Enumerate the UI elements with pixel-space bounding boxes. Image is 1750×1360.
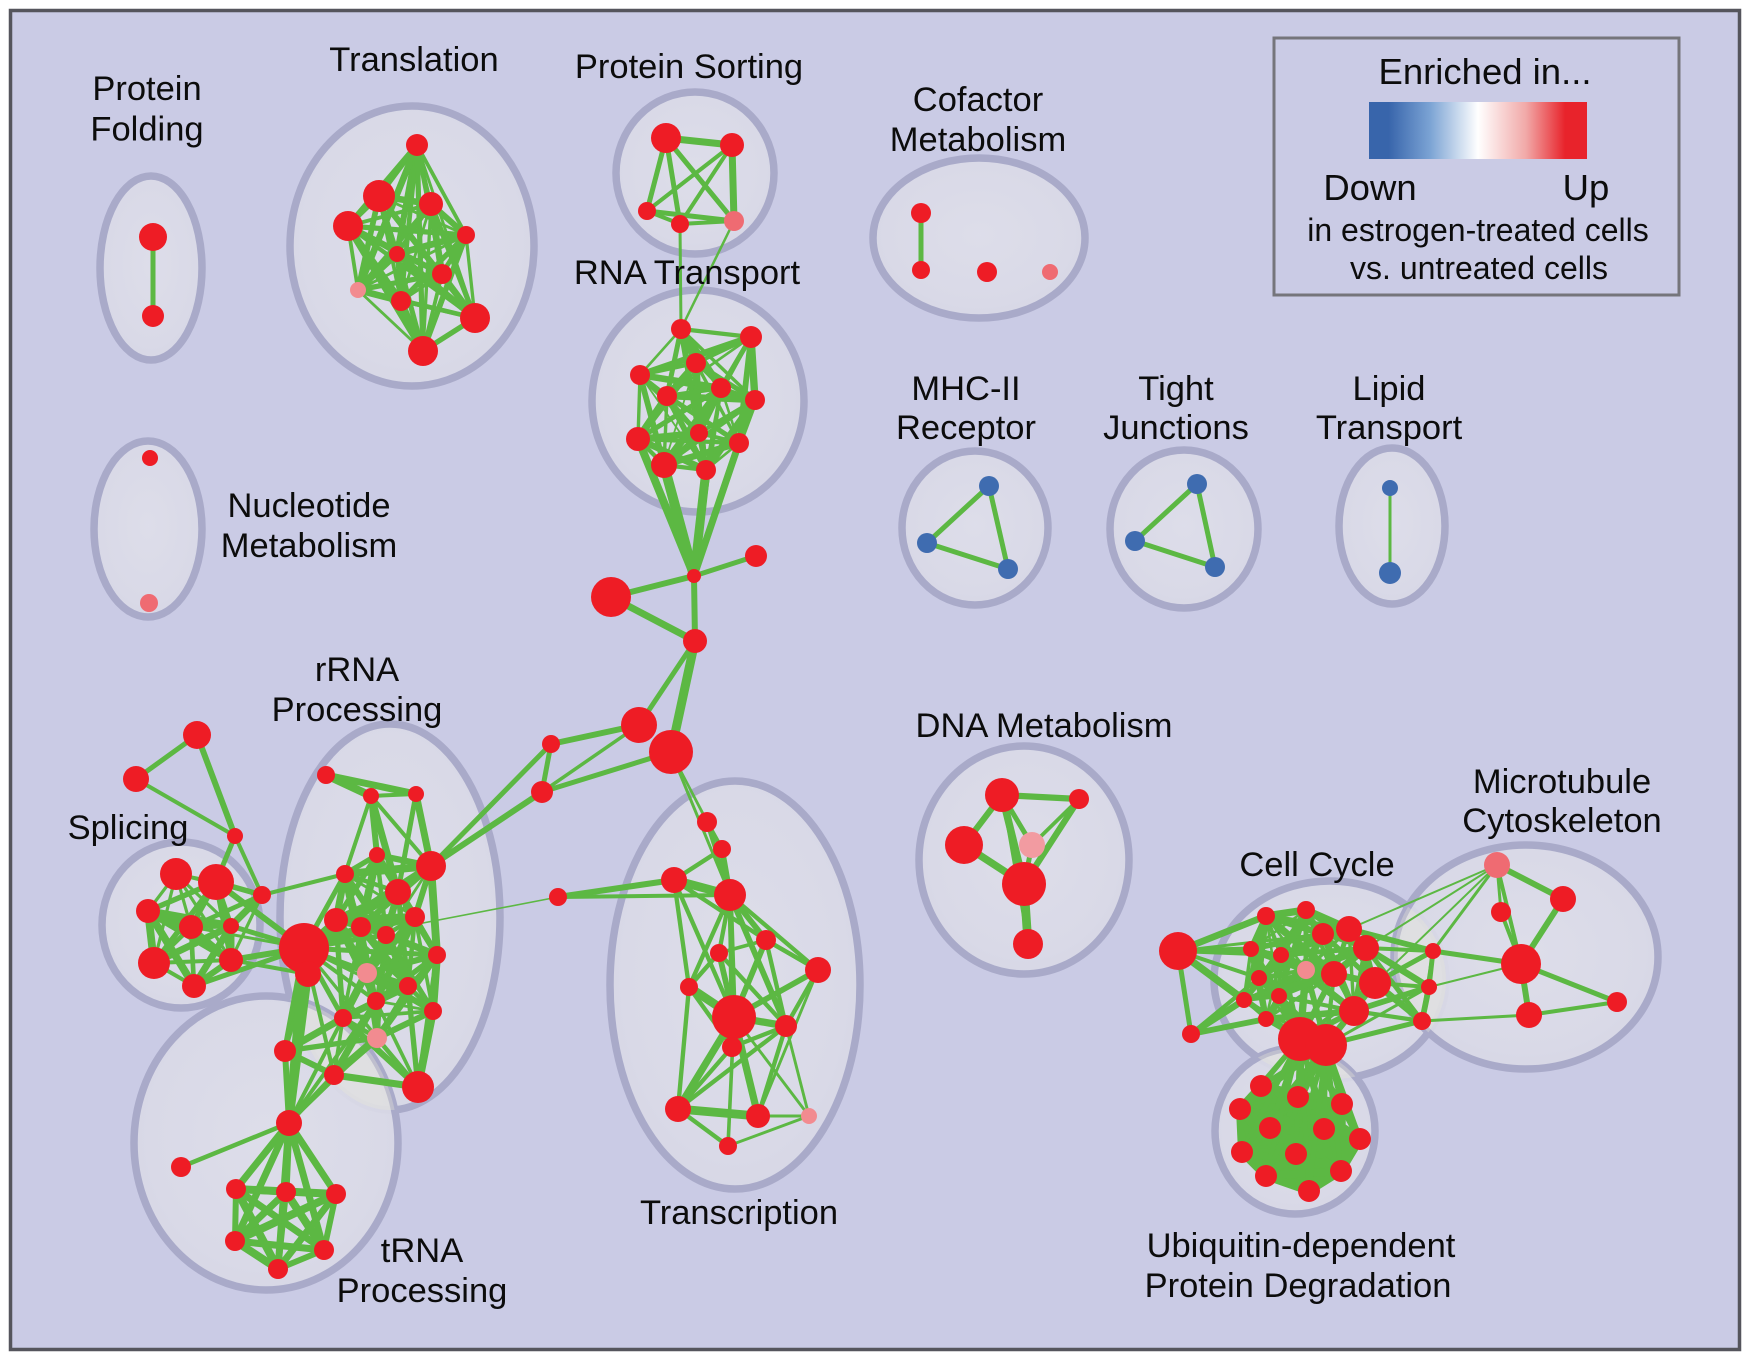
svg-text:Processing: Processing xyxy=(272,691,443,729)
svg-text:Ubiquitin-dependent: Ubiquitin-dependent xyxy=(1147,1227,1456,1265)
svg-text:Tight: Tight xyxy=(1138,370,1214,408)
svg-text:Receptor: Receptor xyxy=(896,409,1036,447)
svg-text:Protein Sorting: Protein Sorting xyxy=(575,48,803,86)
svg-text:Splicing: Splicing xyxy=(68,809,189,847)
svg-text:tRNA: tRNA xyxy=(381,1232,463,1270)
svg-text:Transcription: Transcription xyxy=(640,1194,838,1232)
svg-text:Enriched in...: Enriched in... xyxy=(1378,51,1591,92)
svg-text:Protein Degradation: Protein Degradation xyxy=(1145,1267,1452,1305)
svg-text:DNA Metabolism: DNA Metabolism xyxy=(916,707,1173,745)
svg-text:Cell Cycle: Cell Cycle xyxy=(1239,846,1394,884)
svg-text:in estrogen-treated cells: in estrogen-treated cells xyxy=(1307,212,1649,248)
svg-text:Microtubule: Microtubule xyxy=(1473,763,1651,801)
svg-text:MHC-II: MHC-II xyxy=(911,370,1020,408)
svg-text:vs. untreated cells: vs. untreated cells xyxy=(1350,250,1608,286)
svg-text:Translation: Translation xyxy=(329,41,498,79)
svg-text:Up: Up xyxy=(1563,167,1610,208)
svg-text:Folding: Folding xyxy=(90,111,203,149)
svg-text:Transport: Transport xyxy=(1316,409,1463,447)
svg-text:Nucleotide: Nucleotide xyxy=(227,487,390,525)
svg-text:rRNA: rRNA xyxy=(315,651,399,689)
svg-text:RNA Transport: RNA Transport xyxy=(574,254,801,292)
svg-text:Processing: Processing xyxy=(337,1272,508,1310)
svg-text:Cofactor: Cofactor xyxy=(913,81,1043,119)
svg-text:Junctions: Junctions xyxy=(1103,409,1249,447)
svg-text:Protein: Protein xyxy=(92,70,201,108)
svg-text:Metabolism: Metabolism xyxy=(890,121,1066,159)
svg-text:Metabolism: Metabolism xyxy=(221,527,397,565)
svg-text:Cytoskeleton: Cytoskeleton xyxy=(1462,802,1661,840)
svg-text:Lipid: Lipid xyxy=(1353,370,1426,408)
svg-text:Down: Down xyxy=(1323,167,1416,208)
